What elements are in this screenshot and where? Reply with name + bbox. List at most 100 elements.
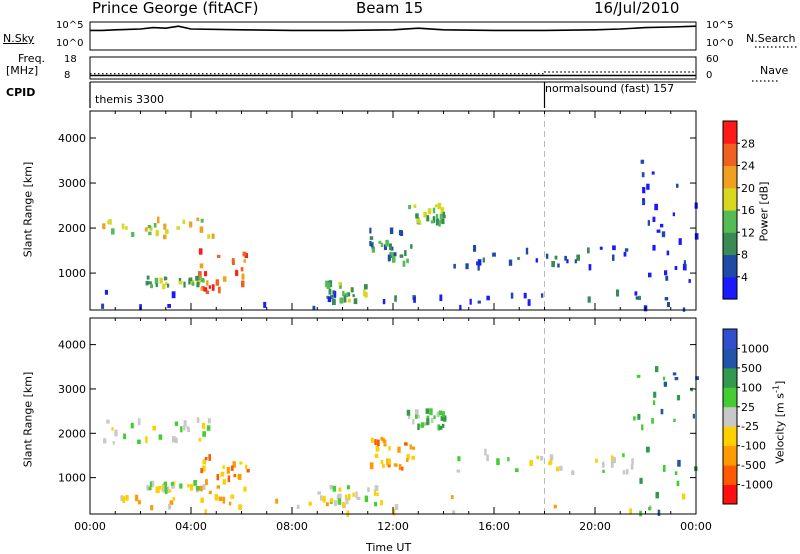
data-cell (165, 229, 169, 234)
data-cell (426, 418, 430, 425)
data-cell (148, 487, 152, 491)
data-cell (612, 245, 616, 251)
data-cell (392, 508, 396, 516)
data-cell (676, 183, 679, 188)
data-cell (104, 289, 108, 295)
data-cell (692, 413, 695, 419)
data-cell (672, 212, 675, 217)
data-cell (202, 465, 206, 472)
data-cell (662, 376, 666, 381)
data-cell (123, 433, 126, 440)
data-cell (417, 423, 420, 431)
data-cell (200, 468, 204, 474)
data-cell (404, 250, 407, 256)
data-cell (616, 289, 620, 297)
data-cell (222, 479, 226, 485)
data-cell (638, 295, 641, 301)
data-cell (554, 255, 558, 260)
data-cell (587, 296, 591, 303)
data-cell (202, 422, 206, 429)
nsearch-tick-bottom: 10^0 (706, 38, 734, 49)
data-cell (137, 500, 141, 505)
data-cell (476, 261, 479, 266)
data-cell (125, 494, 129, 501)
data-cell (363, 289, 366, 297)
data-cell (164, 487, 168, 495)
data-cell (114, 429, 118, 437)
data-cell (332, 298, 336, 305)
data-cell (147, 225, 151, 229)
nsky-tick-bottom: 10^0 (56, 38, 84, 49)
data-cell (415, 213, 419, 219)
x-tick-label: 00:00 (74, 520, 106, 533)
data-cell (382, 439, 387, 444)
freq-tick-top: 18 (64, 54, 77, 65)
data-cell (383, 244, 387, 250)
data-cell (574, 259, 577, 264)
data-cell (527, 299, 531, 306)
data-cell (214, 494, 219, 501)
data-cell (398, 464, 402, 471)
data-cell (410, 244, 413, 249)
data-cell (174, 437, 178, 444)
data-cell (333, 500, 337, 507)
data-cell (239, 461, 243, 465)
data-cell (652, 244, 656, 251)
data-cell (171, 291, 176, 299)
cpid-panel (89, 81, 696, 108)
data-cell (163, 223, 167, 230)
data-cell (163, 481, 168, 487)
data-cell (200, 497, 204, 503)
data-cell (332, 485, 337, 492)
data-cell (198, 437, 202, 442)
data-cell (131, 231, 135, 237)
data-cell (647, 220, 650, 226)
data-cell (510, 292, 514, 299)
colorbar-tick-label: -25 (741, 420, 759, 433)
colorbar-swatch (723, 232, 737, 256)
nave-legend-line (752, 80, 780, 82)
data-cell (642, 200, 646, 205)
data-cell (243, 259, 246, 263)
nsky-tick-top: 10^5 (56, 20, 84, 31)
data-cell (695, 376, 699, 380)
data-cell (451, 495, 454, 499)
data-cell (326, 282, 331, 289)
data-cell (402, 260, 406, 267)
data-cell (162, 487, 167, 493)
data-cell (125, 226, 128, 230)
data-cell (672, 372, 677, 376)
freq-tick-bottom: 8 (64, 70, 71, 81)
data-cell (216, 474, 220, 481)
data-cell (196, 281, 200, 288)
data-cell (216, 254, 221, 258)
data-cell (149, 226, 153, 232)
data-cell (440, 415, 444, 421)
data-cell (407, 413, 411, 420)
data-cell (369, 227, 372, 234)
data-cell (646, 446, 650, 453)
nsearch-label: N.Search (746, 32, 796, 45)
y-tick-label: 3000 (58, 177, 86, 190)
data-cell (330, 294, 334, 300)
colorbar-swatch (723, 210, 737, 233)
cpid-segment-0: themis 3300 (95, 93, 165, 106)
data-cell (456, 469, 461, 473)
data-cell (228, 501, 232, 506)
data-cell (435, 218, 440, 226)
data-cell (201, 278, 205, 283)
data-cell (380, 459, 384, 464)
data-cell (346, 485, 350, 490)
data-cell (392, 255, 396, 263)
cpid-segment-1: normalsound (fast) 157 (545, 82, 675, 95)
data-cell (664, 297, 669, 301)
data-cell (376, 492, 379, 497)
data-cell (612, 254, 615, 261)
data-cell (238, 504, 242, 510)
noise-panel (89, 21, 697, 51)
data-cell (166, 486, 170, 494)
data-cell (151, 480, 155, 488)
data-cell (660, 408, 664, 415)
data-cell (694, 233, 699, 240)
data-cell (588, 264, 592, 271)
